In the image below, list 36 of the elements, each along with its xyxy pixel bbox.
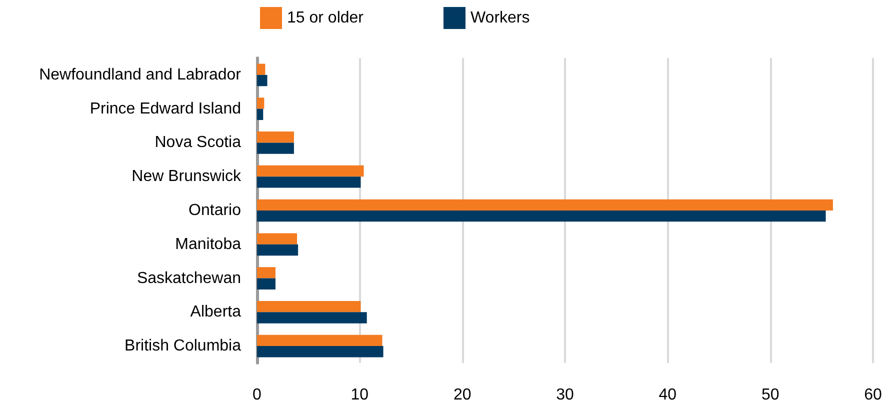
bar [257, 312, 367, 324]
x-tick-label: 50 [761, 386, 780, 404]
y-tick-label: Ontario [188, 202, 242, 219]
bar [257, 210, 826, 222]
bar [257, 267, 276, 278]
bar [257, 244, 298, 256]
bar [257, 199, 833, 210]
x-tick-label: 10 [350, 386, 369, 404]
y-tick-label: Newfoundland and Labrador [39, 66, 242, 84]
x-tick-label: 30 [556, 386, 574, 404]
x-tick-label: 40 [658, 386, 677, 404]
y-tick-label: New Brunswick [132, 168, 242, 186]
y-tick-label: Alberta [190, 304, 242, 321]
y-tick-label: Prince Edward Island [90, 100, 241, 118]
bar [257, 74, 268, 86]
bar [257, 64, 266, 75]
bar [257, 300, 361, 312]
bar [257, 108, 264, 120]
legend-label: 15 or older [287, 10, 364, 26]
y-tick-label: Saskatchewan [136, 270, 241, 287]
x-tick-label: 0 [252, 386, 262, 404]
y-tick-label: British Columbia [124, 338, 242, 355]
bar [257, 334, 382, 346]
bar [257, 142, 294, 154]
x-tick-label: 60 [864, 386, 882, 404]
bar [257, 165, 364, 177]
y-tick-label: Nova Scotia [154, 134, 242, 152]
bar [257, 176, 361, 188]
bar [257, 132, 294, 143]
bar [257, 233, 298, 244]
legend-label: Workers [470, 10, 530, 26]
y-tick-label: Manitoba [175, 236, 242, 253]
x-tick-label: 20 [453, 386, 472, 404]
bar [257, 278, 276, 290]
bar [257, 98, 264, 109]
bar [257, 346, 384, 358]
